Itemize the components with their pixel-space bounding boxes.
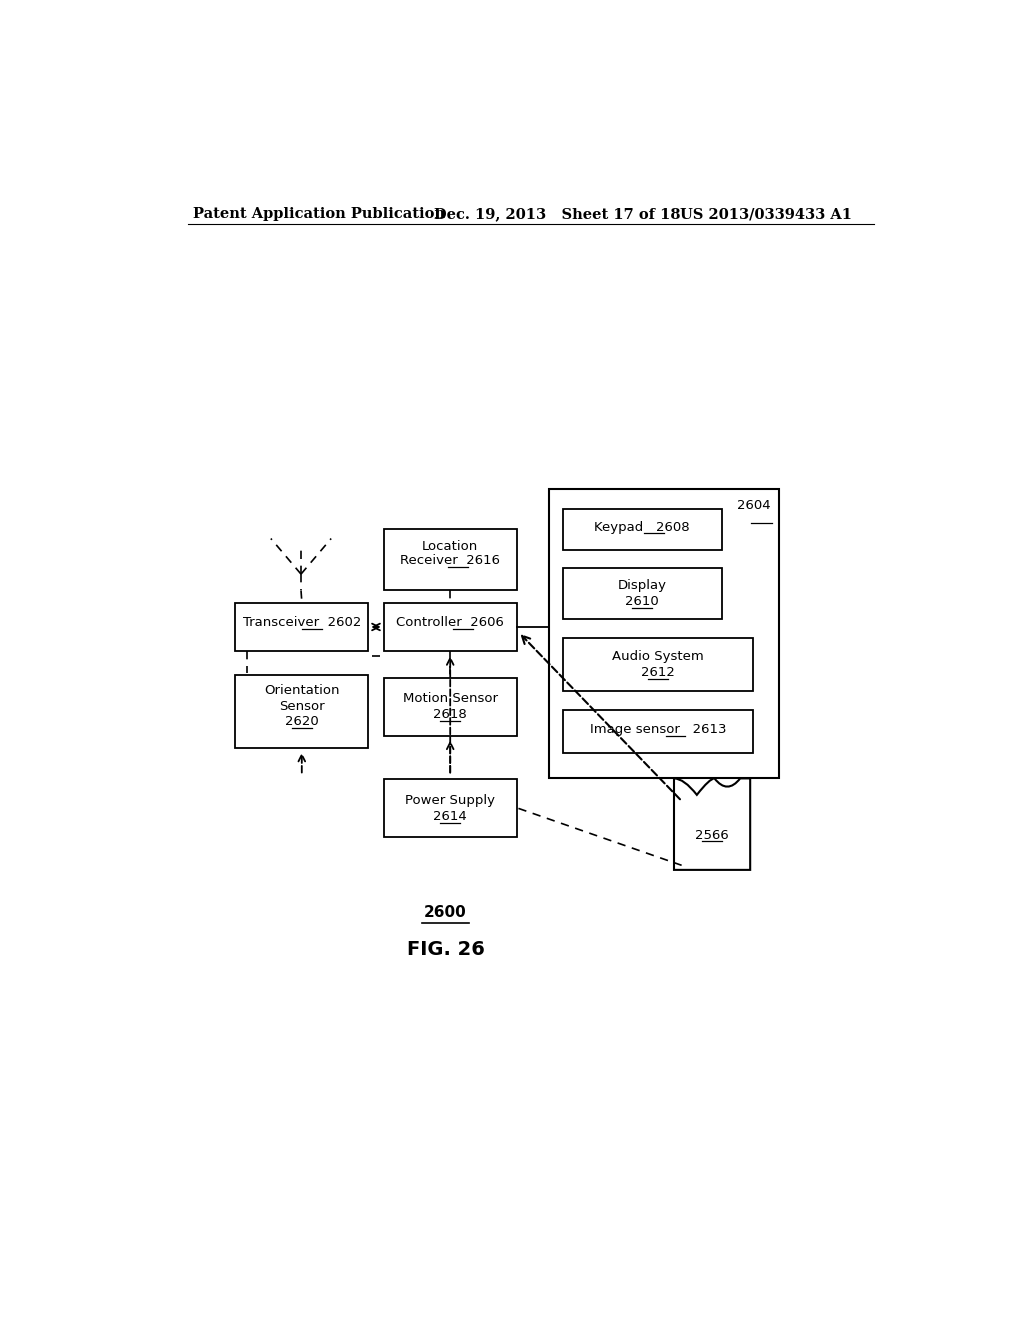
Text: Location: Location	[422, 540, 478, 553]
Text: Image sensor   2613: Image sensor 2613	[590, 723, 726, 737]
Text: Patent Application Publication: Patent Application Publication	[194, 207, 445, 222]
Text: Keypad   2608: Keypad 2608	[595, 521, 690, 533]
Text: Transceiver  2602: Transceiver 2602	[243, 616, 361, 630]
Text: 2620: 2620	[285, 715, 318, 729]
Bar	[384, 602, 517, 651]
Bar	[384, 779, 517, 837]
PathPatch shape	[674, 779, 751, 870]
Text: Orientation: Orientation	[264, 685, 340, 697]
Text: 2610: 2610	[626, 595, 659, 609]
Text: 2618: 2618	[433, 709, 467, 721]
Bar	[563, 568, 722, 619]
Bar	[563, 638, 754, 690]
Text: 2604: 2604	[737, 499, 771, 512]
Text: Power Supply: Power Supply	[406, 793, 496, 807]
Bar	[384, 529, 517, 590]
Text: 2612: 2612	[641, 667, 675, 680]
Text: Controller  2606: Controller 2606	[396, 616, 504, 630]
Text: Sensor: Sensor	[279, 700, 325, 713]
Text: FIG. 26: FIG. 26	[407, 940, 484, 958]
Bar	[549, 488, 779, 779]
Text: 2566: 2566	[695, 829, 729, 842]
Bar	[563, 710, 754, 752]
Text: Receiver  2616: Receiver 2616	[400, 554, 500, 568]
Text: US 2013/0339433 A1: US 2013/0339433 A1	[680, 207, 852, 222]
Text: Dec. 19, 2013   Sheet 17 of 18: Dec. 19, 2013 Sheet 17 of 18	[433, 207, 680, 222]
Text: 2600: 2600	[424, 906, 467, 920]
Bar	[236, 675, 369, 748]
Text: Display: Display	[617, 578, 667, 591]
Text: 2614: 2614	[433, 810, 467, 822]
Text: Motion Sensor: Motion Sensor	[402, 692, 498, 705]
Bar	[236, 602, 369, 651]
Text: Audio System: Audio System	[612, 649, 703, 663]
Bar	[563, 510, 722, 549]
Bar	[384, 677, 517, 735]
